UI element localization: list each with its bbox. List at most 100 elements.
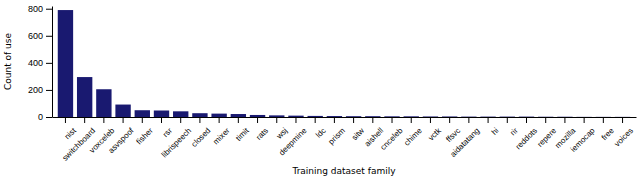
x-tick-label: cnceleb <box>379 126 405 152</box>
x-tick: ldc <box>314 117 328 140</box>
x-tick-label: prism <box>327 126 347 146</box>
x-tick-mark <box>526 117 527 123</box>
x-tick-label: iemocap <box>569 126 597 154</box>
x-tick: switchboard <box>61 117 98 163</box>
y-tick-mark <box>46 9 52 10</box>
bar <box>557 116 572 117</box>
bar <box>442 116 457 117</box>
x-tick-label: nist <box>63 126 79 142</box>
x-tick: hi <box>488 117 501 137</box>
y-tick-mark <box>46 63 52 64</box>
bar <box>346 116 361 117</box>
bar <box>461 116 476 117</box>
x-tick: sitw <box>350 117 366 142</box>
bar <box>596 116 611 117</box>
x-tick-mark <box>238 117 239 123</box>
x-tick: ffsvc <box>444 117 462 144</box>
bar <box>58 10 73 117</box>
x-tick: rsr <box>161 117 174 139</box>
x-tick: vctk <box>426 117 443 143</box>
x-tick: prism <box>327 117 347 146</box>
bar <box>211 114 226 117</box>
x-tick: librispeech <box>160 117 193 160</box>
x-tick-mark <box>603 117 604 123</box>
y-tick-label: 800 <box>28 4 43 14</box>
x-tick-mark <box>545 117 546 123</box>
x-tick: mixer <box>211 117 231 146</box>
x-tick-mark <box>564 117 565 123</box>
x-tick: timit <box>234 117 251 143</box>
x-tick: free <box>600 117 617 142</box>
x-tick: aidatatang <box>449 117 482 159</box>
x-tick-mark <box>161 117 162 123</box>
bar <box>154 111 169 117</box>
x-tick-mark <box>276 117 277 123</box>
x-tick-mark <box>622 117 623 123</box>
y-tick-label: 600 <box>28 31 43 41</box>
x-tick-label: vctk <box>426 125 443 142</box>
bar <box>231 114 246 117</box>
x-tick-mark <box>449 117 450 123</box>
x-tick-mark <box>334 117 335 123</box>
x-tick: deepmine <box>277 117 309 157</box>
bar <box>576 116 591 117</box>
y-axis-line <box>52 7 53 118</box>
bar <box>615 116 630 117</box>
x-tick-mark <box>372 117 373 123</box>
x-axis-line <box>53 117 637 118</box>
x-tick-mark <box>430 117 431 123</box>
x-tick-mark <box>180 117 181 123</box>
y-tick: 600 <box>28 31 52 41</box>
x-tick-mark <box>123 117 124 123</box>
bar <box>519 116 534 117</box>
x-tick-mark <box>84 117 85 123</box>
x-tick-label: wsj <box>274 126 289 141</box>
x-axis-title: Training dataset family <box>291 166 396 176</box>
bar <box>115 105 130 117</box>
x-tick: cnceleb <box>379 117 405 152</box>
x-tick-label: rsr <box>161 126 174 139</box>
x-tick-label: reddots <box>514 126 539 151</box>
x-axis: nistswitchboardvoxcelebasvspooffisherrsr… <box>53 117 637 163</box>
y-axis: 0 200 400 600 800 <box>28 4 53 122</box>
x-tick: closed <box>190 117 213 149</box>
x-tick-label: timit <box>234 126 251 143</box>
bar <box>500 116 515 117</box>
x-tick: iemocap <box>569 117 597 154</box>
bars <box>58 10 630 117</box>
x-tick-mark <box>411 117 412 123</box>
x-tick-mark <box>507 117 508 123</box>
x-tick-label: deepmine <box>277 126 309 158</box>
x-tick: wsj <box>274 117 289 141</box>
x-tick-label: sitw <box>350 126 366 142</box>
x-tick-mark <box>257 117 258 123</box>
x-tick-mark <box>219 117 220 123</box>
y-tick: 800 <box>28 4 52 14</box>
y-tick-mark <box>46 90 52 91</box>
y-axis-title: Count of use <box>3 33 13 91</box>
y-tick-label: 200 <box>28 85 43 95</box>
x-tick-mark <box>392 117 393 123</box>
bar <box>365 116 380 117</box>
x-tick-mark <box>468 117 469 123</box>
x-tick-label: librispeech <box>160 126 193 159</box>
y-tick: 0 <box>38 112 52 122</box>
x-tick-mark <box>584 117 585 123</box>
bar <box>327 116 342 117</box>
bar <box>384 116 399 117</box>
x-tick-label: rir <box>508 126 520 138</box>
x-tick-label: fisher <box>135 126 155 146</box>
x-tick: nist <box>63 117 79 141</box>
x-tick: reddots <box>514 117 539 151</box>
y-tick-mark <box>46 117 52 118</box>
x-tick-label: aidatatang <box>449 126 482 159</box>
y-tick-label: 400 <box>28 58 43 68</box>
x-tick-mark <box>65 117 66 123</box>
bar <box>538 116 553 117</box>
x-tick-mark <box>295 117 296 123</box>
x-tick-label: rats <box>254 126 270 142</box>
bar <box>308 116 323 117</box>
bar <box>250 115 265 117</box>
x-tick-mark <box>199 117 200 123</box>
x-tick: rir <box>507 117 520 138</box>
